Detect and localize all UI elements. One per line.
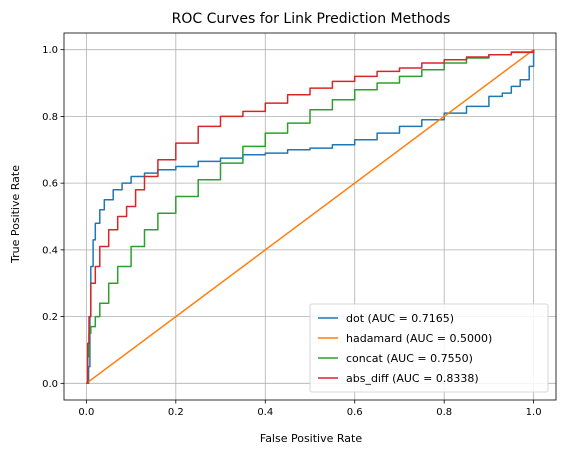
x-tick-label: 0.2 bbox=[168, 407, 184, 418]
series-line-1 bbox=[85, 49, 535, 384]
x-tick-label: 0.8 bbox=[436, 407, 452, 418]
chart-title: ROC Curves for Link Prediction Methods bbox=[172, 11, 451, 27]
legend-entry-3: abs_diff (AUC = 0.8338) bbox=[346, 372, 479, 385]
x-tick-label: 0.0 bbox=[78, 407, 94, 418]
legend: dot (AUC = 0.7165) hadamard (AUC = 0.5000… bbox=[309, 303, 549, 393]
plot-frame bbox=[63, 32, 557, 401]
legend-box bbox=[309, 303, 549, 393]
y-tick-label: 0.0 bbox=[42, 379, 58, 390]
y-axis-label: True Positive Rate bbox=[9, 165, 22, 264]
legend-entry-0: dot (AUC = 0.7165) bbox=[346, 312, 454, 325]
x-tick-label: 1.0 bbox=[526, 407, 542, 418]
y-tick-label: 1.0 bbox=[42, 45, 58, 56]
legend-entry-1: hadamard (AUC = 0.5000) bbox=[346, 332, 492, 345]
axis-ticks: 0.0 0.2 0.4 0.6 0.8 1.0 0.0 0.2 0.4 0.6 0.8 1.0 bbox=[42, 45, 541, 418]
y-tick-label: 0.2 bbox=[42, 312, 58, 323]
legend-entry-2: concat (AUC = 0.7550) bbox=[346, 352, 473, 365]
x-axis-label: False Positive Rate bbox=[260, 432, 362, 445]
y-tick-label: 0.4 bbox=[42, 245, 58, 256]
x-tick-label: 0.4 bbox=[257, 407, 273, 418]
series-lines bbox=[85, 49, 535, 385]
y-tick-label: 0.6 bbox=[42, 179, 58, 190]
x-tick-label: 0.6 bbox=[347, 407, 363, 418]
series-line-2 bbox=[86, 49, 535, 385]
series-line-3 bbox=[86, 49, 535, 385]
y-tick-label: 0.8 bbox=[42, 112, 58, 123]
